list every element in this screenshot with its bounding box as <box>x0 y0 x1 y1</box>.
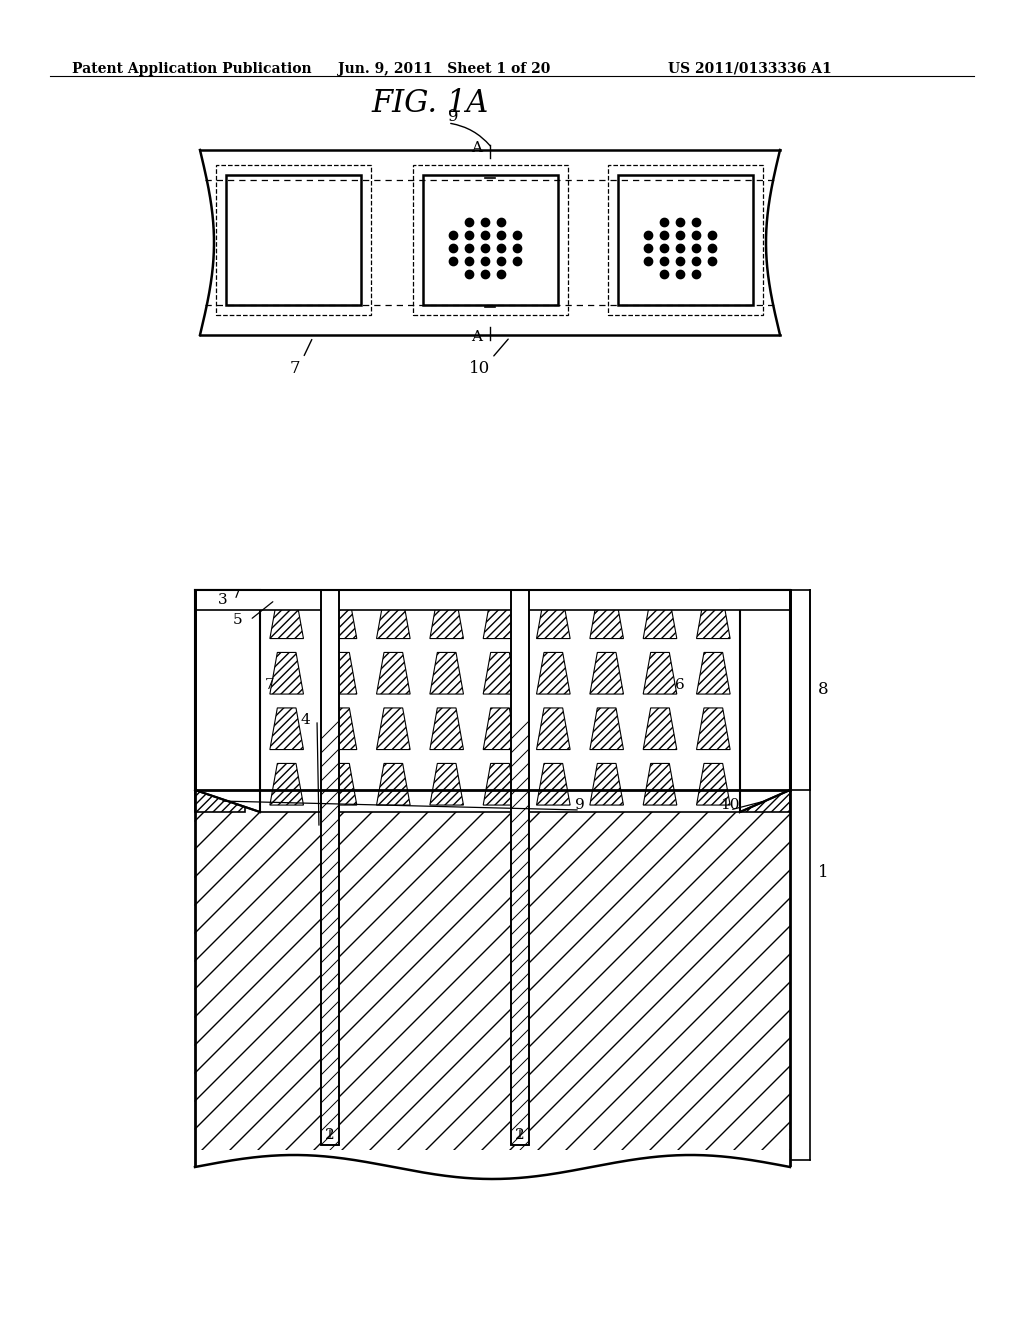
Polygon shape <box>537 652 570 694</box>
Polygon shape <box>377 652 411 694</box>
Polygon shape <box>270 597 303 639</box>
Bar <box>511 590 529 1144</box>
Bar <box>413 165 568 315</box>
Polygon shape <box>483 652 517 694</box>
Polygon shape <box>696 597 730 639</box>
Bar <box>195 590 790 789</box>
Polygon shape <box>324 708 356 750</box>
Text: 2: 2 <box>326 1129 335 1142</box>
Polygon shape <box>377 708 411 750</box>
Text: 4: 4 <box>300 713 310 727</box>
Bar <box>195 590 790 610</box>
Bar <box>321 590 339 1144</box>
Text: US 2011/0133336 A1: US 2011/0133336 A1 <box>668 62 831 77</box>
Polygon shape <box>643 652 677 694</box>
Bar <box>226 176 361 305</box>
Text: 9: 9 <box>447 108 459 125</box>
Text: 9: 9 <box>575 799 585 812</box>
Polygon shape <box>643 763 677 805</box>
Text: FIG. 1A: FIG. 1A <box>372 88 488 119</box>
Text: FIG. 1B: FIG. 1B <box>371 750 488 781</box>
Text: 7: 7 <box>265 678 274 692</box>
Bar <box>195 590 790 1185</box>
Bar <box>260 590 740 812</box>
Polygon shape <box>643 708 677 750</box>
Polygon shape <box>537 597 570 639</box>
Text: 2: 2 <box>515 1129 525 1142</box>
Polygon shape <box>590 597 624 639</box>
Polygon shape <box>483 763 517 805</box>
Polygon shape <box>324 597 356 639</box>
Bar <box>608 165 763 315</box>
Text: 7: 7 <box>290 360 300 378</box>
Text: 10: 10 <box>720 799 739 812</box>
Polygon shape <box>483 597 517 639</box>
Polygon shape <box>430 763 464 805</box>
Bar <box>260 590 740 812</box>
Polygon shape <box>696 708 730 750</box>
Polygon shape <box>740 590 790 812</box>
Polygon shape <box>270 652 303 694</box>
Polygon shape <box>696 652 730 694</box>
Polygon shape <box>270 763 303 805</box>
Bar <box>618 176 753 305</box>
Bar <box>216 165 371 315</box>
Bar <box>195 789 245 812</box>
Polygon shape <box>537 708 570 750</box>
Text: 5: 5 <box>233 612 243 627</box>
Text: Patent Application Publication: Patent Application Publication <box>72 62 311 77</box>
Text: 1: 1 <box>818 865 828 880</box>
Text: 8: 8 <box>818 681 828 698</box>
Text: Jun. 9, 2011   Sheet 1 of 20: Jun. 9, 2011 Sheet 1 of 20 <box>338 62 550 77</box>
Polygon shape <box>643 597 677 639</box>
Polygon shape <box>195 590 260 812</box>
Text: 10: 10 <box>469 360 490 378</box>
Bar <box>740 789 790 812</box>
Polygon shape <box>590 652 624 694</box>
Text: A: A <box>471 141 482 154</box>
Polygon shape <box>324 652 356 694</box>
Polygon shape <box>377 763 411 805</box>
Bar <box>321 590 339 1144</box>
Bar <box>193 1150 792 1191</box>
Text: 3: 3 <box>218 593 227 607</box>
Polygon shape <box>430 597 464 639</box>
Polygon shape <box>377 597 411 639</box>
Bar <box>511 590 529 1144</box>
Polygon shape <box>590 763 624 805</box>
Polygon shape <box>590 708 624 750</box>
Polygon shape <box>537 763 570 805</box>
Polygon shape <box>324 763 356 805</box>
Polygon shape <box>483 708 517 750</box>
Text: 6: 6 <box>675 678 685 692</box>
Polygon shape <box>270 708 303 750</box>
Polygon shape <box>430 708 464 750</box>
Polygon shape <box>430 652 464 694</box>
Polygon shape <box>696 763 730 805</box>
Text: A: A <box>471 330 482 345</box>
Bar <box>423 176 558 305</box>
